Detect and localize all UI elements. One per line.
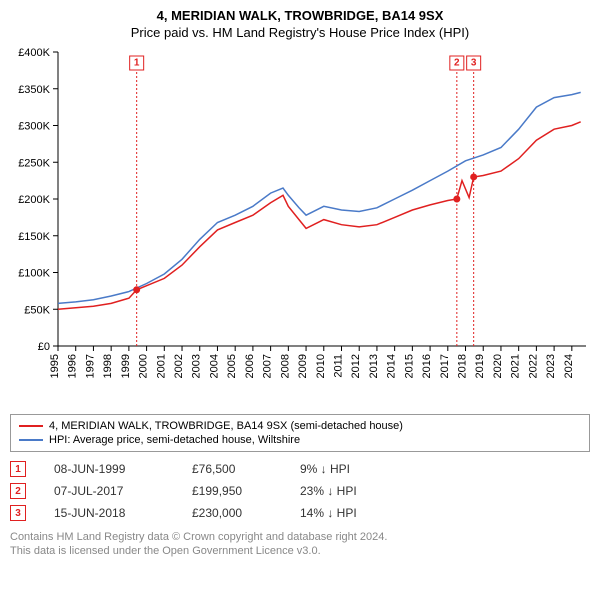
sales-table: 1 08-JUN-1999 £76,500 9% ↓ HPI 2 07-JUL-2017 £… bbox=[10, 458, 590, 524]
legend-swatch bbox=[19, 425, 43, 427]
sale-row: 1 08-JUN-1999 £76,500 9% ↓ HPI bbox=[10, 458, 590, 480]
sale-price: £230,000 bbox=[192, 506, 272, 520]
sale-marker-box: 1 bbox=[10, 461, 26, 477]
sale-date: 08-JUN-1999 bbox=[54, 462, 164, 476]
sale-delta: 14% ↓ HPI bbox=[300, 506, 410, 520]
svg-text:2013: 2013 bbox=[368, 354, 380, 378]
svg-text:2: 2 bbox=[454, 58, 460, 69]
svg-text:2016: 2016 bbox=[421, 354, 433, 378]
svg-text:2021: 2021 bbox=[510, 354, 522, 378]
chart-title: 4, MERIDIAN WALK, TROWBRIDGE, BA14 9SX bbox=[10, 8, 590, 23]
svg-text:£0: £0 bbox=[38, 341, 50, 353]
sale-delta: 23% ↓ HPI bbox=[300, 484, 410, 498]
svg-text:2024: 2024 bbox=[563, 354, 575, 378]
svg-text:2018: 2018 bbox=[457, 354, 469, 378]
svg-text:2017: 2017 bbox=[439, 354, 451, 378]
footnote-line-2: This data is licensed under the Open Gov… bbox=[10, 544, 590, 558]
legend: 4, MERIDIAN WALK, TROWBRIDGE, BA14 9SX (… bbox=[10, 414, 590, 452]
svg-text:2007: 2007 bbox=[262, 354, 274, 378]
sale-marker-box: 3 bbox=[10, 505, 26, 521]
footnote: Contains HM Land Registry data © Crown c… bbox=[10, 530, 590, 559]
svg-text:£200K: £200K bbox=[18, 194, 50, 206]
legend-label: 4, MERIDIAN WALK, TROWBRIDGE, BA14 9SX (… bbox=[49, 420, 403, 432]
footnote-line-1: Contains HM Land Registry data © Crown c… bbox=[10, 530, 590, 544]
svg-text:2022: 2022 bbox=[527, 354, 539, 378]
legend-swatch bbox=[19, 439, 43, 441]
svg-text:2023: 2023 bbox=[545, 354, 557, 378]
sale-date: 07-JUL-2017 bbox=[54, 484, 164, 498]
svg-text:1996: 1996 bbox=[67, 354, 79, 378]
svg-text:2020: 2020 bbox=[492, 354, 504, 378]
svg-text:2012: 2012 bbox=[350, 354, 362, 378]
svg-text:2015: 2015 bbox=[403, 354, 415, 378]
chart-subtitle: Price paid vs. HM Land Registry's House … bbox=[10, 25, 590, 40]
sale-delta: 9% ↓ HPI bbox=[300, 462, 410, 476]
sale-price: £76,500 bbox=[192, 462, 272, 476]
svg-text:£50K: £50K bbox=[24, 304, 50, 316]
svg-text:£300K: £300K bbox=[18, 121, 50, 133]
svg-text:1995: 1995 bbox=[49, 354, 61, 378]
legend-label: HPI: Average price, semi-detached house,… bbox=[49, 434, 300, 446]
svg-text:£400K: £400K bbox=[18, 47, 50, 59]
chart-area: £0 £50K £100K £150K £200K £250K £300K £350K £400… bbox=[10, 46, 590, 406]
svg-text:£100K: £100K bbox=[18, 268, 50, 280]
svg-text:1999: 1999 bbox=[120, 354, 132, 378]
svg-text:£250K: £250K bbox=[18, 157, 50, 169]
svg-text:2004: 2004 bbox=[208, 354, 220, 378]
svg-text:£350K: £350K bbox=[18, 84, 50, 96]
svg-text:2002: 2002 bbox=[173, 354, 185, 378]
svg-text:2006: 2006 bbox=[244, 354, 256, 378]
svg-text:2003: 2003 bbox=[191, 354, 203, 378]
sale-marker-box: 2 bbox=[10, 483, 26, 499]
svg-text:2011: 2011 bbox=[332, 354, 344, 378]
legend-row: HPI: Average price, semi-detached house,… bbox=[19, 433, 581, 447]
sale-price: £199,950 bbox=[192, 484, 272, 498]
legend-row: 4, MERIDIAN WALK, TROWBRIDGE, BA14 9SX (… bbox=[19, 419, 581, 433]
svg-text:1: 1 bbox=[134, 58, 140, 69]
svg-text:2008: 2008 bbox=[279, 354, 291, 378]
sale-row: 2 07-JUL-2017 £199,950 23% ↓ HPI bbox=[10, 480, 590, 502]
svg-text:2010: 2010 bbox=[315, 354, 327, 378]
svg-text:£150K: £150K bbox=[18, 231, 50, 243]
sale-date: 15-JUN-2018 bbox=[54, 506, 164, 520]
svg-text:2000: 2000 bbox=[138, 354, 150, 378]
svg-text:1998: 1998 bbox=[102, 354, 114, 378]
svg-text:1997: 1997 bbox=[84, 354, 96, 378]
svg-text:3: 3 bbox=[471, 58, 477, 69]
chart-svg: £0 £50K £100K £150K £200K £250K £300K £350K £400… bbox=[10, 46, 590, 406]
svg-text:2019: 2019 bbox=[474, 354, 486, 378]
sale-row: 3 15-JUN-2018 £230,000 14% ↓ HPI bbox=[10, 502, 590, 524]
svg-text:2014: 2014 bbox=[386, 354, 398, 378]
svg-text:2005: 2005 bbox=[226, 354, 238, 378]
svg-text:2009: 2009 bbox=[297, 354, 309, 378]
svg-text:2001: 2001 bbox=[155, 354, 167, 378]
